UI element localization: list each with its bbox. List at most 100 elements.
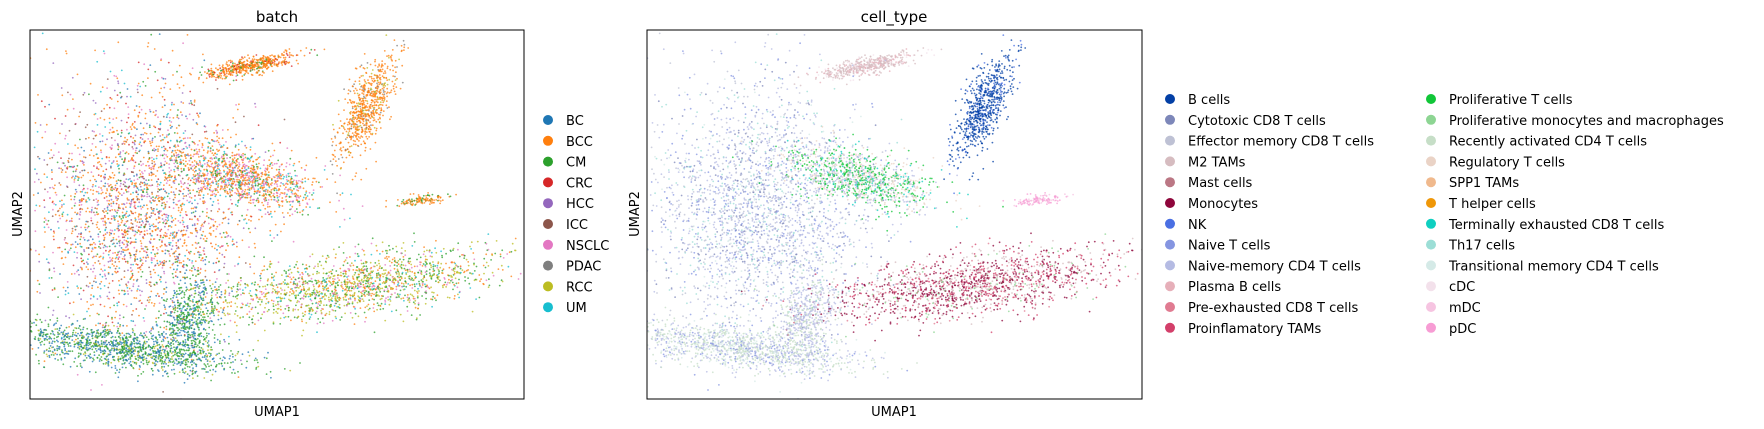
scatter-point xyxy=(249,202,252,205)
scatter-point xyxy=(106,188,108,190)
scatter-point xyxy=(377,81,380,84)
scatter-point xyxy=(201,303,204,306)
scatter-point xyxy=(164,173,167,176)
scatter-point xyxy=(93,267,95,270)
scatter-point xyxy=(77,147,79,149)
scatter-point xyxy=(58,246,61,249)
scatter-point xyxy=(175,188,178,190)
scatter-point xyxy=(139,183,141,186)
scatter-point xyxy=(364,115,367,118)
scatter-point xyxy=(232,177,235,180)
scatter-point xyxy=(255,54,258,56)
scatter-point xyxy=(337,99,340,102)
scatter-point xyxy=(133,184,136,187)
scatter-point xyxy=(309,206,311,209)
scatter-point xyxy=(244,66,247,69)
scatter-point xyxy=(232,64,235,67)
scatter-point xyxy=(291,189,294,192)
scatter-point xyxy=(365,123,368,125)
scatter-point xyxy=(165,213,168,216)
scatter-point xyxy=(263,159,266,162)
scatter-point xyxy=(238,103,240,106)
scatter-point xyxy=(240,359,242,362)
scatter-point xyxy=(242,67,245,69)
scatter-point xyxy=(64,137,66,140)
scatter-point xyxy=(85,220,88,223)
scatter-point xyxy=(124,136,126,139)
scatter-point xyxy=(397,199,399,201)
scatter-point xyxy=(65,315,67,318)
scatter-point xyxy=(117,82,120,85)
scatter-point xyxy=(197,177,200,180)
scatter-point xyxy=(229,74,232,76)
scatter-point xyxy=(218,74,221,77)
scatter-point xyxy=(61,213,64,216)
scatter-point xyxy=(269,190,271,193)
scatter-point xyxy=(131,226,134,229)
scatter-point xyxy=(231,154,234,157)
scatter-point xyxy=(109,260,112,262)
scatter-point xyxy=(296,185,299,188)
scatter-point xyxy=(157,188,160,190)
scatter-point xyxy=(168,206,171,209)
scatter-point xyxy=(376,79,379,82)
scatter-point xyxy=(115,189,118,192)
scatter-point xyxy=(233,180,236,183)
scatter-point xyxy=(185,160,187,163)
scatter-point xyxy=(218,168,221,171)
scatter-point xyxy=(27,381,29,383)
scatter-point xyxy=(151,193,154,195)
scatter-point xyxy=(135,263,138,266)
scatter-point xyxy=(208,74,211,76)
scatter-point xyxy=(196,123,199,126)
scatter-point xyxy=(120,129,123,132)
scatter-point xyxy=(253,198,255,201)
scatter-point xyxy=(122,214,125,217)
scatter-point xyxy=(180,185,183,188)
scatter-point xyxy=(365,71,367,74)
scatter-point xyxy=(183,225,186,228)
scatter-point xyxy=(124,158,126,161)
scatter-point xyxy=(110,205,113,208)
scatter-point xyxy=(199,246,201,249)
scatter-point xyxy=(356,89,358,92)
scatter-point xyxy=(157,183,159,186)
scatter-point xyxy=(299,285,302,288)
scatter-point xyxy=(47,219,50,222)
scatter-point xyxy=(91,143,94,145)
scatter-point xyxy=(148,240,151,243)
scatter-point xyxy=(209,197,212,200)
scatter-point xyxy=(88,230,91,233)
scatter-point xyxy=(35,204,38,207)
scatter-point xyxy=(250,60,253,62)
scatter-point xyxy=(234,64,237,67)
scatter-point xyxy=(231,65,234,68)
scatter-point xyxy=(235,192,238,195)
scatter-point xyxy=(291,183,294,186)
scatter-point xyxy=(94,49,96,52)
scatter-point xyxy=(342,125,345,128)
scatter-point xyxy=(102,324,104,327)
scatter-point xyxy=(270,198,273,201)
scatter-point xyxy=(392,85,395,88)
scatter-point xyxy=(260,61,263,64)
scatter-point xyxy=(145,246,148,248)
scatter-point xyxy=(151,141,154,144)
scatter-point xyxy=(71,152,73,155)
scatter-point xyxy=(247,72,250,75)
scatter-point xyxy=(353,90,355,92)
scatter-point xyxy=(213,75,216,78)
scatter-point xyxy=(273,237,275,239)
scatter-point xyxy=(261,171,264,174)
scatter-point xyxy=(369,133,372,135)
scatter-point xyxy=(225,141,227,143)
scatter-point xyxy=(428,194,430,197)
scatter-point xyxy=(93,241,95,244)
scatter-point xyxy=(238,173,241,176)
scatter-point xyxy=(120,119,123,122)
scatter-point xyxy=(161,106,164,108)
scatter-point xyxy=(181,203,184,206)
scatter-point xyxy=(266,189,269,192)
scatter-point xyxy=(167,219,170,222)
scatter-point xyxy=(113,219,116,221)
